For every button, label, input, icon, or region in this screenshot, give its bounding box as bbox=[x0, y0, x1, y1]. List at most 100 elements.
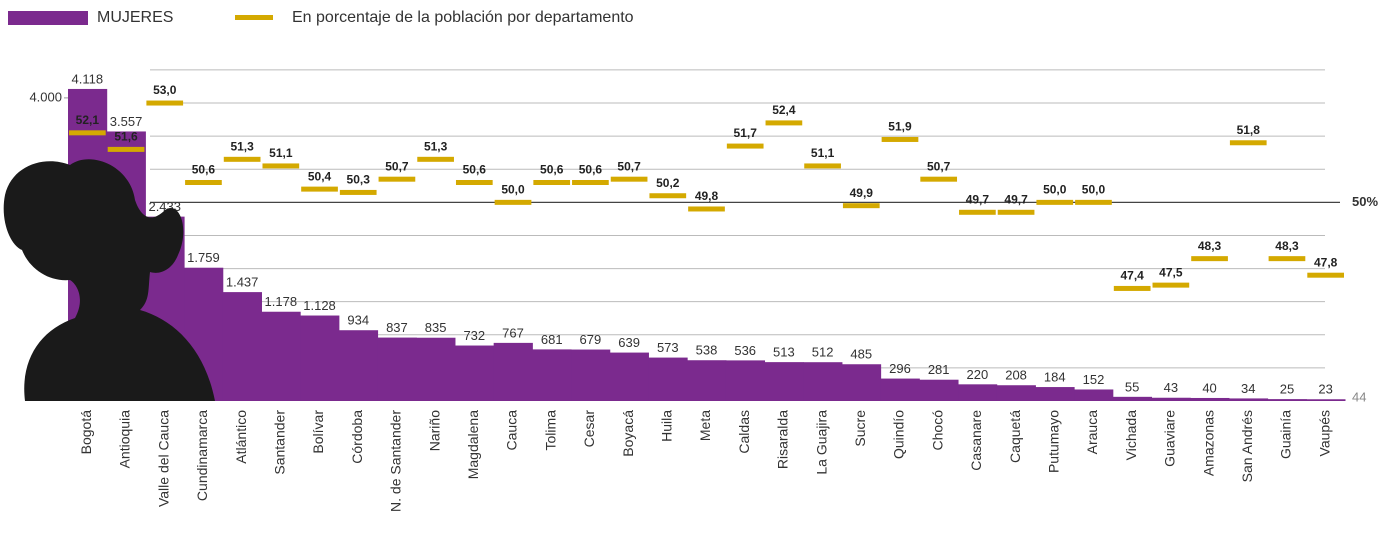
marker-value-label: 50,7 bbox=[617, 159, 641, 173]
bar-value-label: 3.557 bbox=[110, 114, 143, 129]
marker-value-label: 50,2 bbox=[656, 176, 680, 190]
marker-value-label: 52,4 bbox=[772, 103, 796, 117]
marker bbox=[765, 120, 803, 126]
x-tick-label: Magdalena bbox=[465, 410, 481, 479]
marker-value-label: 51,9 bbox=[888, 120, 912, 134]
marker bbox=[339, 189, 377, 195]
marker-value-label: 50,0 bbox=[1043, 183, 1067, 197]
bar-value-label: 767 bbox=[502, 325, 524, 340]
marker-value-label: 50,6 bbox=[463, 163, 487, 177]
marker bbox=[378, 176, 416, 182]
markers bbox=[69, 100, 1344, 291]
marker-value-label: 50,6 bbox=[540, 163, 564, 177]
legend-label: MUJERES bbox=[97, 9, 173, 26]
marker bbox=[1229, 140, 1267, 146]
marker bbox=[610, 176, 648, 182]
bar bbox=[648, 357, 688, 401]
y2-tick-label: 50% bbox=[1352, 194, 1378, 209]
marker-value-label: 51,3 bbox=[424, 139, 448, 153]
x-tick-label: Vichada bbox=[1123, 410, 1139, 461]
marker-value-label: 51,7 bbox=[734, 126, 758, 140]
x-tick-label: Córdoba bbox=[349, 410, 365, 464]
bar-value-label: 220 bbox=[967, 367, 989, 382]
marker-value-label: 50,4 bbox=[308, 169, 332, 183]
bar-value-label: 732 bbox=[463, 328, 485, 343]
bar-value-label: 1.128 bbox=[303, 298, 336, 313]
legend-swatch bbox=[235, 15, 273, 20]
marker bbox=[804, 163, 841, 169]
marker-value-label: 50,6 bbox=[579, 163, 603, 177]
bar bbox=[377, 337, 417, 401]
x-tick-label: N. de Santander bbox=[388, 410, 404, 512]
bar-value-label: 681 bbox=[541, 332, 563, 347]
marker-value-label: 53,0 bbox=[153, 83, 177, 97]
bar bbox=[493, 342, 533, 401]
marker-value-label: 50,0 bbox=[1082, 183, 1106, 197]
x-tick-label: Risaralda bbox=[775, 410, 791, 469]
bar-value-label: 1.178 bbox=[265, 294, 298, 309]
x-tick-label: Cauca bbox=[504, 410, 520, 451]
marker-value-label: 49,8 bbox=[695, 189, 719, 203]
legend-label: En porcentaje de la población por depart… bbox=[292, 9, 634, 26]
marker-value-label: 51,1 bbox=[811, 146, 835, 160]
bar-value-label: 34 bbox=[1241, 381, 1255, 396]
bar bbox=[919, 379, 959, 401]
marker bbox=[881, 136, 919, 142]
bar bbox=[764, 362, 804, 401]
x-tick-label: Putumayo bbox=[1045, 410, 1061, 473]
x-tick-label: La Guajira bbox=[813, 410, 829, 475]
bar bbox=[571, 349, 611, 401]
bar bbox=[454, 345, 495, 401]
marker-value-label: 47,4 bbox=[1120, 269, 1144, 283]
x-tick-label: Arauca bbox=[1084, 410, 1100, 455]
bar-value-label: 4.118 bbox=[72, 71, 104, 86]
x-tick-label: Sucre bbox=[852, 410, 868, 447]
bar-value-label: 55 bbox=[1125, 379, 1139, 394]
marker bbox=[223, 156, 261, 162]
legend-swatch bbox=[8, 11, 88, 25]
bar-value-label: 679 bbox=[580, 332, 602, 347]
x-tick-label: Nariño bbox=[426, 410, 442, 451]
marker bbox=[997, 209, 1035, 215]
x-tick-label: Atlántico bbox=[233, 410, 249, 464]
bar bbox=[1151, 397, 1191, 401]
x-tick-label: Quindío bbox=[891, 410, 907, 459]
marker-value-label: 47,5 bbox=[1159, 265, 1183, 279]
marker-value-label: 51,1 bbox=[269, 146, 293, 160]
bar bbox=[300, 315, 340, 401]
bar-value-label: 512 bbox=[812, 345, 834, 360]
marker-value-label: 48,3 bbox=[1198, 239, 1222, 253]
marker bbox=[649, 193, 687, 199]
marker-value-label: 51,3 bbox=[230, 139, 254, 153]
marker bbox=[1268, 256, 1306, 262]
marker bbox=[1113, 285, 1151, 291]
marker-value-label: 49,9 bbox=[850, 186, 874, 200]
bar-value-label: 23 bbox=[1318, 382, 1332, 397]
marker bbox=[301, 186, 338, 192]
marker bbox=[262, 163, 300, 169]
bar-value-label: 25 bbox=[1280, 382, 1294, 397]
marker-value-label: 51,6 bbox=[114, 130, 138, 144]
marker bbox=[959, 209, 996, 215]
bar-value-label: 639 bbox=[618, 335, 640, 350]
marker-value-label: 51,8 bbox=[1237, 123, 1261, 137]
marker bbox=[842, 203, 880, 209]
x-tick-label: Amazonas bbox=[1200, 410, 1216, 476]
x-tick-label: Guaviare bbox=[1162, 410, 1178, 467]
marker bbox=[69, 130, 106, 136]
marker-value-label: 47,8 bbox=[1314, 255, 1338, 269]
x-tick-label: Caldas bbox=[736, 410, 752, 454]
marker bbox=[1191, 256, 1228, 262]
bar-value-label: 837 bbox=[386, 320, 408, 335]
silhouette bbox=[3, 159, 215, 401]
x-tick-label: Cesar bbox=[581, 410, 597, 448]
bar bbox=[803, 362, 843, 401]
bar-value-label: 1.437 bbox=[226, 275, 259, 290]
marker-value-label: 48,3 bbox=[1275, 239, 1299, 253]
x-tick-label: Bogotá bbox=[78, 410, 94, 455]
bar-value-label: 513 bbox=[773, 345, 795, 360]
x-tick-label: Huila bbox=[659, 410, 675, 442]
bar bbox=[841, 364, 882, 401]
bar bbox=[1112, 396, 1153, 401]
x-tick-label: Valle del Cauca bbox=[155, 410, 171, 507]
